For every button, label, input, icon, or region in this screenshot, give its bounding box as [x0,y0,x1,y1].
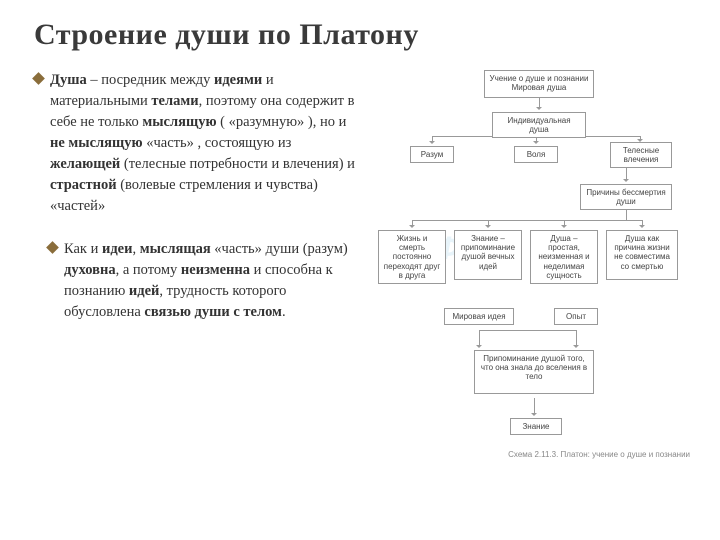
arrow-down-icon [488,220,489,226]
text-column: Душа – посредник между идеями и материал… [34,70,364,345]
connector-hline [479,330,576,331]
diamond-icon [32,72,45,85]
diagram-node-indiv: Индивидуальная душа [492,112,586,138]
diagram-node-root: Учение о душе и познании Мировая душа [484,70,594,98]
diagram-node-telvl: Телесные влечения [610,142,672,168]
diagram-node-b4: Душа как причина жизни не совместима со … [606,230,678,280]
diagram-node-prichiny: Причины бессмертия души [580,184,672,210]
diagram-node-razum: Разум [410,146,454,163]
diagram-node-mirid: Мировая идея [444,308,514,325]
arrow-down-icon [412,220,413,226]
diagram-node-volya: Воля [514,146,558,163]
bullet-text: Как и идеи, мыслящая «часть» души (разум… [64,241,348,320]
diagram-node-b2: Знание – припоминание душой вечных идей [454,230,522,280]
diagram-caption: Схема 2.11.3. Платон: учение о душе и по… [508,450,690,459]
arrow-down-icon [576,330,577,346]
arrow-down-icon [564,220,565,226]
arrow-down-icon [479,330,480,346]
arrow-down-icon [534,398,535,414]
diagram-node-b1: Жизнь и смерть постоянно переходят друг … [378,230,446,284]
page-title: Строение души по Платону [34,18,692,52]
bullet-text: Душа – посредник между идеями и материал… [50,72,355,214]
diagram-column: .РФ Учение о душе и познании Мировая душ… [374,70,692,345]
arrow-down-icon [539,98,540,108]
diagram-node-b3: Душа – простая, неизменная и неделимая с… [530,230,598,284]
arrow-down-icon [432,136,433,142]
content-row: Душа – посредник между идеями и материал… [34,70,692,345]
bullet-item: Душа – посредник между идеями и материал… [34,70,364,217]
arrow-down-icon [640,136,641,140]
arrow-down-icon [642,220,643,226]
diagram-node-pripom: Припоминание душой того, что она знала д… [474,350,594,394]
diagram-node-opyt: Опыт [554,308,598,325]
connector-hline [412,220,642,221]
bullet-item: Как и идеи, мыслящая «часть» души (разум… [34,239,364,323]
diamond-icon [46,241,59,254]
diagram-node-znanie: Знание [510,418,562,435]
